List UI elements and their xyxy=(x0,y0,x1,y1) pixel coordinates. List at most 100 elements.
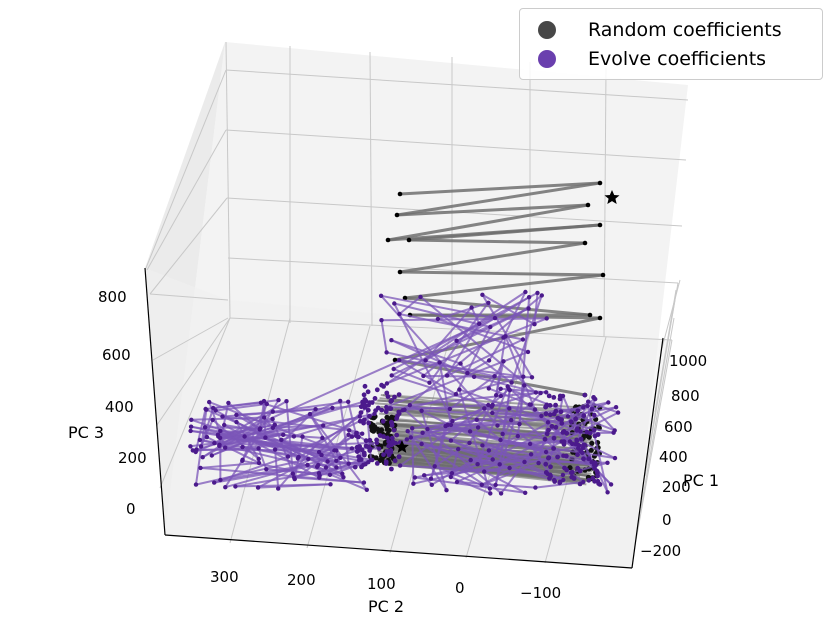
pc2-tick-label-4: −100 xyxy=(520,584,561,602)
evolve-coefficients-point xyxy=(539,413,544,419)
evolve-coefficients-point xyxy=(320,435,325,441)
grid-line-left-3 xyxy=(159,317,231,489)
evolve-coefficients-point xyxy=(498,393,503,399)
evolve-coefficients-point xyxy=(381,452,386,458)
evolve-coefficients-point xyxy=(448,422,454,428)
evolve-coefficients-point xyxy=(526,306,531,311)
evolve-coefficients-point xyxy=(405,429,410,434)
evolve-coefficients-point xyxy=(388,448,394,453)
evolve-trajectory-segment xyxy=(449,375,496,410)
evolve-trajectory-segment xyxy=(424,306,473,362)
evolve-trajectory-segment xyxy=(200,466,364,484)
evolve-trajectory-segment xyxy=(398,296,422,315)
evolve-coefficients-point xyxy=(547,476,552,481)
evolve-coefficients-point xyxy=(450,418,455,424)
evolve-trajectory-segment xyxy=(380,320,388,353)
evolve-trajectory-segment xyxy=(492,407,510,414)
evolve-coefficients-point xyxy=(323,465,329,470)
evolve-coefficients-point xyxy=(367,413,372,419)
evolve-trajectory-segment xyxy=(456,307,530,342)
grid-line-back-horizontal-0 xyxy=(229,317,673,341)
pc2-axis-label: PC 2 xyxy=(368,597,404,616)
evolve-trajectory-segment xyxy=(386,291,526,385)
evolve-coefficients-point xyxy=(316,449,322,455)
evolve-coefficients-point xyxy=(374,461,380,466)
evolve-coefficients-point xyxy=(517,421,522,427)
evolve-coefficients-point xyxy=(352,464,358,470)
evolve-trajectory-segment xyxy=(307,464,368,491)
evolve-coefficients-point xyxy=(425,426,430,432)
evolve-coefficients-point xyxy=(435,316,441,322)
evolve-coefficients-point xyxy=(374,387,380,393)
evolve-coefficients-point xyxy=(500,431,505,437)
evolve-coefficients-point xyxy=(291,475,297,480)
evolve-coefficients-point xyxy=(389,373,394,378)
evolve-coefficients-point xyxy=(212,480,217,485)
grid-line-left-5 xyxy=(146,129,227,271)
evolve-coefficients-point xyxy=(392,394,397,400)
evolve-coefficients-point xyxy=(284,399,289,404)
evolve-coefficients-point xyxy=(358,457,364,462)
evolve-trajectory-segment xyxy=(406,426,479,441)
evolve-coefficients-point xyxy=(389,419,394,425)
evolve-coefficients-point xyxy=(385,394,391,399)
evolve-coefficients-point xyxy=(381,434,386,439)
evolve-coefficients-point xyxy=(334,458,339,463)
evolve-coefficients-point xyxy=(321,423,326,428)
evolve-coefficients-point xyxy=(447,406,453,412)
evolve-coefficients-point xyxy=(411,481,416,486)
evolve-coefficients-point xyxy=(551,395,557,400)
evolve-coefficients-point xyxy=(569,470,574,476)
evolve-coefficients-point xyxy=(389,435,395,441)
evolve-coefficients-point xyxy=(346,461,351,466)
evolve-coefficients-point xyxy=(366,460,371,465)
evolve-coefficients-point xyxy=(615,410,621,415)
evolve-coefficients-point xyxy=(395,413,400,419)
evolve-coefficients-point xyxy=(325,459,330,464)
evolve-trajectory-segment xyxy=(260,401,363,435)
evolve-coefficients-point xyxy=(362,405,368,410)
evolve-trajectory-segment xyxy=(213,455,289,484)
evolve-coefficients-point xyxy=(383,459,389,465)
evolve-coefficients-point xyxy=(357,444,362,449)
evolve-coefficients-point xyxy=(557,396,563,402)
evolve-coefficients-point xyxy=(544,316,549,321)
evolve-coefficients-point xyxy=(200,455,205,460)
evolve-coefficients-point xyxy=(427,380,432,385)
random-coefficients-point xyxy=(371,415,377,421)
evolve-coefficients-point xyxy=(385,435,390,441)
pc1-tick-label-3: 400 xyxy=(659,448,688,466)
evolve-coefficients-point xyxy=(515,433,520,439)
evolve-trajectory-segment xyxy=(421,443,555,482)
evolve-coefficients-point xyxy=(359,464,364,470)
evolve-coefficients-point xyxy=(340,471,345,476)
evolve-coefficients-point xyxy=(612,455,618,461)
evolve-coefficients-point xyxy=(374,437,379,443)
evolve-coefficients-point xyxy=(240,457,245,462)
evolve-coefficients-point xyxy=(560,472,566,478)
evolve-coefficients-point xyxy=(575,408,581,414)
evolve-coefficients-point xyxy=(330,405,335,411)
pc3-tick-label-2: 400 xyxy=(105,398,134,416)
pc3-tick-label-1: 200 xyxy=(118,449,147,467)
evolve-coefficients-point xyxy=(218,428,223,434)
evolve-coefficients-point xyxy=(544,402,550,408)
evolve-coefficients-point xyxy=(561,441,567,447)
evolve-coefficients-point xyxy=(575,452,580,458)
evolve-coefficients-point xyxy=(338,398,343,404)
evolve-coefficients-point xyxy=(544,431,550,437)
evolve-coefficients-point xyxy=(422,473,427,478)
evolve-coefficients-point xyxy=(574,428,580,433)
evolve-coefficients-point xyxy=(296,454,301,460)
pc3-tick-label-4: 800 xyxy=(98,288,127,306)
evolve-trajectory-segment xyxy=(414,476,526,494)
evolve-trajectory-segment xyxy=(398,359,457,396)
evolve-coefficients-point xyxy=(592,460,598,466)
evolve-coefficients-point xyxy=(276,397,281,403)
evolve-trajectory-segment xyxy=(446,338,524,377)
random-coefficients-point xyxy=(397,191,403,197)
evolve-coefficients-point xyxy=(389,338,394,343)
pc3-tick-label-3: 600 xyxy=(102,346,131,364)
